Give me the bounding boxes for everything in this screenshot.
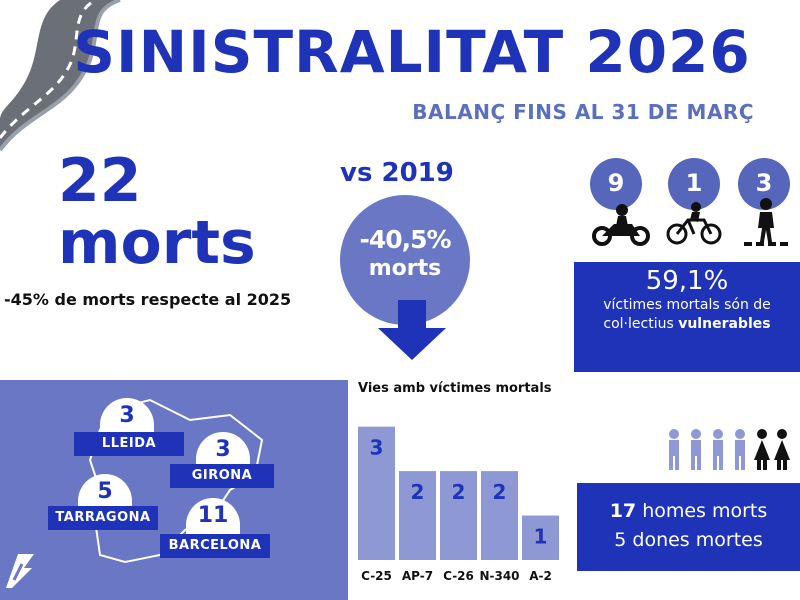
page-title: SINISTRALITAT 2026 <box>73 18 751 86</box>
deaths-count-unit: morts <box>58 208 256 278</box>
roads-bar-chart: 3 C-25 2 AP-7 2 C-26 2 N-340 1 A-2 <box>358 426 559 583</box>
deaths-count-value: 22 <box>58 146 142 216</box>
province-map-panel: 3 LLEIDA 3 GIRONA 5 TARRAGONA 11 BARCELO… <box>0 380 348 600</box>
bar-category-c-26: C-26 <box>443 569 474 583</box>
female-figures-icon <box>754 429 790 470</box>
down-arrow-icon <box>378 300 446 360</box>
vulnerable-percent: 59,1% <box>645 266 729 296</box>
bar-ap-7 <box>399 471 436 560</box>
lleida-label: LLEIDA <box>74 432 184 456</box>
girona-label: GIRONA <box>170 464 274 488</box>
bar-value-a-2: 1 <box>534 525 548 549</box>
vulnerable-line1: víctimes mortals són de <box>603 297 771 313</box>
bar-category-a-2: A-2 <box>529 569 552 583</box>
women-deaths-line: 5 dones mortes <box>614 529 763 551</box>
vulnerable-line2-prefix: col·lectius <box>603 316 674 332</box>
comparison-change: -40,5% <box>359 225 451 254</box>
bar-value-n-340: 2 <box>493 480 507 504</box>
pedestrian-count-badge: 3 <box>738 158 790 210</box>
lleida-count: 3 <box>100 398 154 438</box>
bar-value-c-26: 2 <box>452 480 466 504</box>
vulnerable-line2-bold: vulnerables <box>678 316 771 332</box>
motorcycle-icon <box>592 204 650 246</box>
comparison-change-unit: morts <box>368 256 442 281</box>
pedestrian-icon <box>744 198 788 246</box>
motorcycle-count-badge: 9 <box>590 158 642 210</box>
vulnerable-badges: 9 1 3 <box>590 158 800 248</box>
bicycle-icon <box>666 202 722 245</box>
transit-logo-icon <box>6 554 34 588</box>
bar-c-25 <box>358 426 395 560</box>
tarragona-label: TARRAGONA <box>48 506 158 530</box>
page-subtitle: BALANÇ FINS AL 31 DE MARÇ <box>412 100 754 124</box>
bar-c-26 <box>440 471 477 560</box>
road-illustration <box>0 0 121 152</box>
bar-a-2 <box>522 515 559 560</box>
bar-category-c-25: C-25 <box>361 569 392 583</box>
catalonia-map-outline <box>88 398 264 564</box>
men-deaths-count: 17 <box>609 500 637 522</box>
vulnerable-line2: col·lectius vulnerables <box>574 315 800 334</box>
bar-value-c-25: 3 <box>370 436 384 460</box>
roads-chart-title: Vies amb víctimes mortals <box>358 381 552 396</box>
bar-category-n-340: N-340 <box>479 569 519 583</box>
bar-category-ap-7: AP-7 <box>402 569 433 583</box>
deaths-yoy-note: -45% de morts respecte al 2025 <box>4 290 292 309</box>
bicycle-count-badge: 1 <box>668 158 720 210</box>
barcelona-label: BARCELONA <box>160 534 270 558</box>
bar-n-340 <box>481 471 518 560</box>
people-icons <box>669 429 790 470</box>
vulnerable-summary: 59,1% víctimes mortals són de col·lectiu… <box>574 262 800 372</box>
male-figures-icon <box>669 429 745 470</box>
gender-summary: 17 homes morts 5 dones mortes <box>577 483 800 571</box>
men-deaths-label: homes morts <box>642 500 768 522</box>
barcelona-count: 11 <box>186 498 240 538</box>
men-deaths-line: 17 homes morts <box>577 497 800 526</box>
deaths-total: 22 morts <box>58 150 318 274</box>
comparison-label: vs 2019 <box>340 158 454 188</box>
bar-value-ap-7: 2 <box>411 480 425 504</box>
